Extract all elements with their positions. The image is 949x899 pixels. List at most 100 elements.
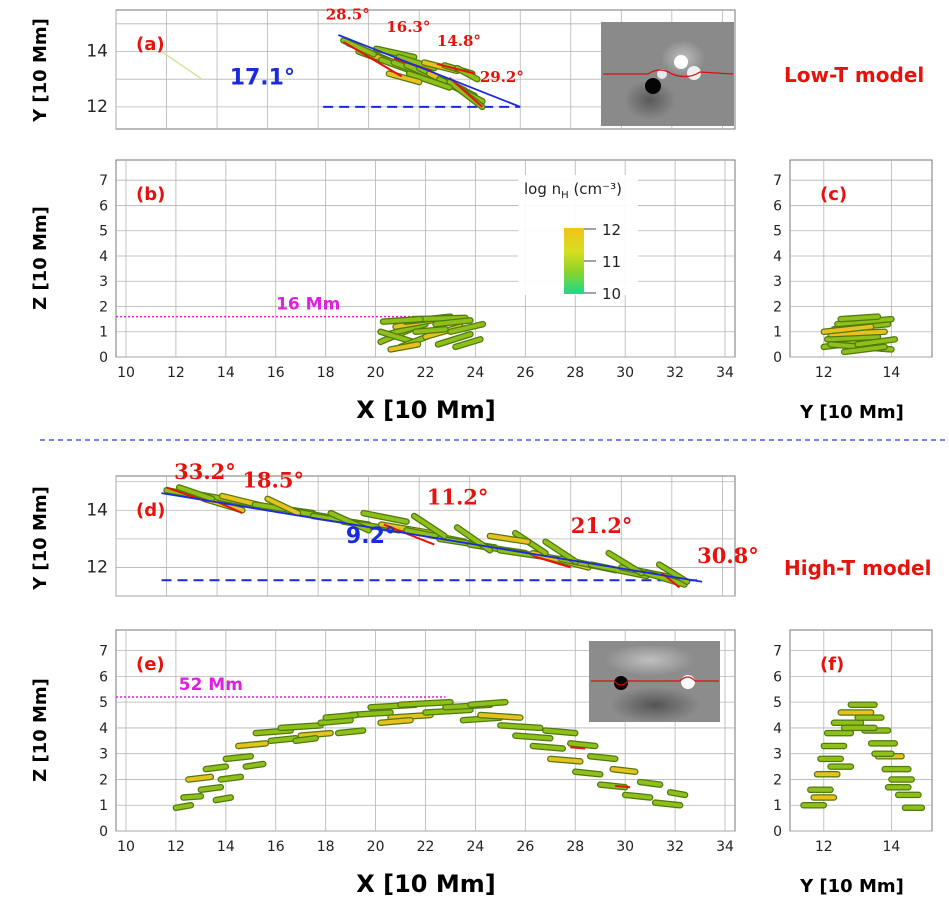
x-tick-label: 30 xyxy=(616,839,634,855)
fibril xyxy=(668,790,688,797)
fibril xyxy=(573,769,603,777)
fibril xyxy=(388,713,433,720)
fibril xyxy=(341,38,376,57)
fibril xyxy=(293,736,318,743)
fit-line xyxy=(161,492,703,583)
fibril xyxy=(413,327,448,334)
fibril xyxy=(181,794,203,800)
y-tick-label: 0 xyxy=(99,350,108,366)
y-axis-title: Z [10 Mm] xyxy=(30,206,51,310)
colorbar-tick-12: 12 xyxy=(602,221,621,239)
fibril xyxy=(407,71,452,90)
x-tick-label: 22 xyxy=(417,365,435,381)
fibril xyxy=(268,736,298,743)
fibril xyxy=(388,342,421,352)
y-axis-title: Y [10 Mm] xyxy=(30,486,51,591)
y-tick-label: 4 xyxy=(99,721,108,737)
fibril xyxy=(203,764,228,772)
fibril xyxy=(588,754,618,761)
fibril xyxy=(435,332,473,347)
fibril xyxy=(842,344,887,354)
x-axis-title: Y [10 Mm] xyxy=(799,402,904,423)
y-tick-label: 1 xyxy=(99,798,108,814)
fibril xyxy=(412,514,447,538)
local-angle-segment xyxy=(436,62,476,75)
y-tick-label: 1 xyxy=(773,798,782,814)
x-tick-label: 16 xyxy=(267,839,285,855)
fibril xyxy=(513,733,553,741)
fibril xyxy=(236,741,268,748)
colorbar-title: log nH (cm⁻³) xyxy=(524,180,622,201)
fibril xyxy=(453,337,483,349)
y-tick-label: 7 xyxy=(773,173,782,189)
colorbar-tick-10: 10 xyxy=(602,285,621,303)
local-angle-segment xyxy=(448,77,484,108)
x-tick-label: 32 xyxy=(666,365,684,381)
fibril xyxy=(336,728,366,736)
panel-label: (d) xyxy=(136,500,165,521)
fibril xyxy=(543,539,578,564)
y-tick-label: 6 xyxy=(773,669,782,685)
y-tick-label: 4 xyxy=(99,249,108,265)
inset-magnetogram-high-t xyxy=(589,641,720,723)
y-tick-label: 1 xyxy=(773,325,782,341)
angle-label: 18.5° xyxy=(242,467,304,492)
fibril xyxy=(825,334,880,342)
x-tick-label: 20 xyxy=(367,365,385,381)
y-tick-label: 5 xyxy=(99,695,108,711)
y-axis-title: Z [10 Mm] xyxy=(30,678,51,782)
x-tick-label: 28 xyxy=(566,839,584,855)
x-tick-label: 14 xyxy=(217,839,235,855)
panel-label: (c) xyxy=(820,184,847,205)
fibril xyxy=(386,322,428,337)
colorbar-gradient xyxy=(564,228,584,294)
y-tick-label: 2 xyxy=(773,772,782,788)
x-tick-label: 10 xyxy=(117,839,135,855)
local-angle-segment xyxy=(532,555,572,569)
colorbar: log nH (cm⁻³) 12 11 10 xyxy=(518,175,638,303)
fibril xyxy=(644,571,687,587)
y-tick-label: 0 xyxy=(773,824,782,840)
panel-label: (e) xyxy=(136,654,165,675)
fibril xyxy=(361,511,409,524)
local-angle-segment xyxy=(615,784,631,789)
fibril xyxy=(374,46,417,60)
fibril xyxy=(186,774,213,782)
fibril xyxy=(265,496,300,516)
x-tick-label: 32 xyxy=(666,839,684,855)
fibril xyxy=(173,803,193,810)
local-angle-segment xyxy=(342,40,403,78)
fibril xyxy=(177,485,215,501)
fibril xyxy=(468,700,508,707)
y-tick-label: 4 xyxy=(773,249,782,265)
fibril xyxy=(835,317,894,327)
panel-label: (f) xyxy=(820,654,844,675)
y-tick-label: 14 xyxy=(86,500,108,520)
y-tick-label: 0 xyxy=(99,824,108,840)
inset-magnetogram-low-t xyxy=(601,22,734,126)
y-tick-label: 2 xyxy=(99,299,108,315)
y-tick-label: 6 xyxy=(99,669,108,685)
x-tick-label: 14 xyxy=(217,365,235,381)
x-tick-label: 28 xyxy=(566,365,584,381)
y-tick-label: 3 xyxy=(99,747,108,763)
x-axis-title: X [10 Mm] xyxy=(356,870,495,898)
fit-line xyxy=(338,34,521,108)
fibril xyxy=(323,713,358,720)
fibril xyxy=(478,713,523,720)
fibril xyxy=(638,780,663,787)
x-tick-label: 12 xyxy=(167,839,185,855)
angle-label: 33.2° xyxy=(174,459,236,484)
angle-label: 14.8° xyxy=(437,32,481,50)
y-tick-label: 2 xyxy=(99,772,108,788)
fibril xyxy=(653,800,683,808)
y-tick-label: 12 xyxy=(86,97,108,117)
x-tick-label: 14 xyxy=(883,839,901,855)
angle-label: 28.5° xyxy=(326,6,370,24)
fibril xyxy=(253,728,293,736)
fibril xyxy=(548,756,583,764)
x-tick-label: 24 xyxy=(467,365,485,381)
